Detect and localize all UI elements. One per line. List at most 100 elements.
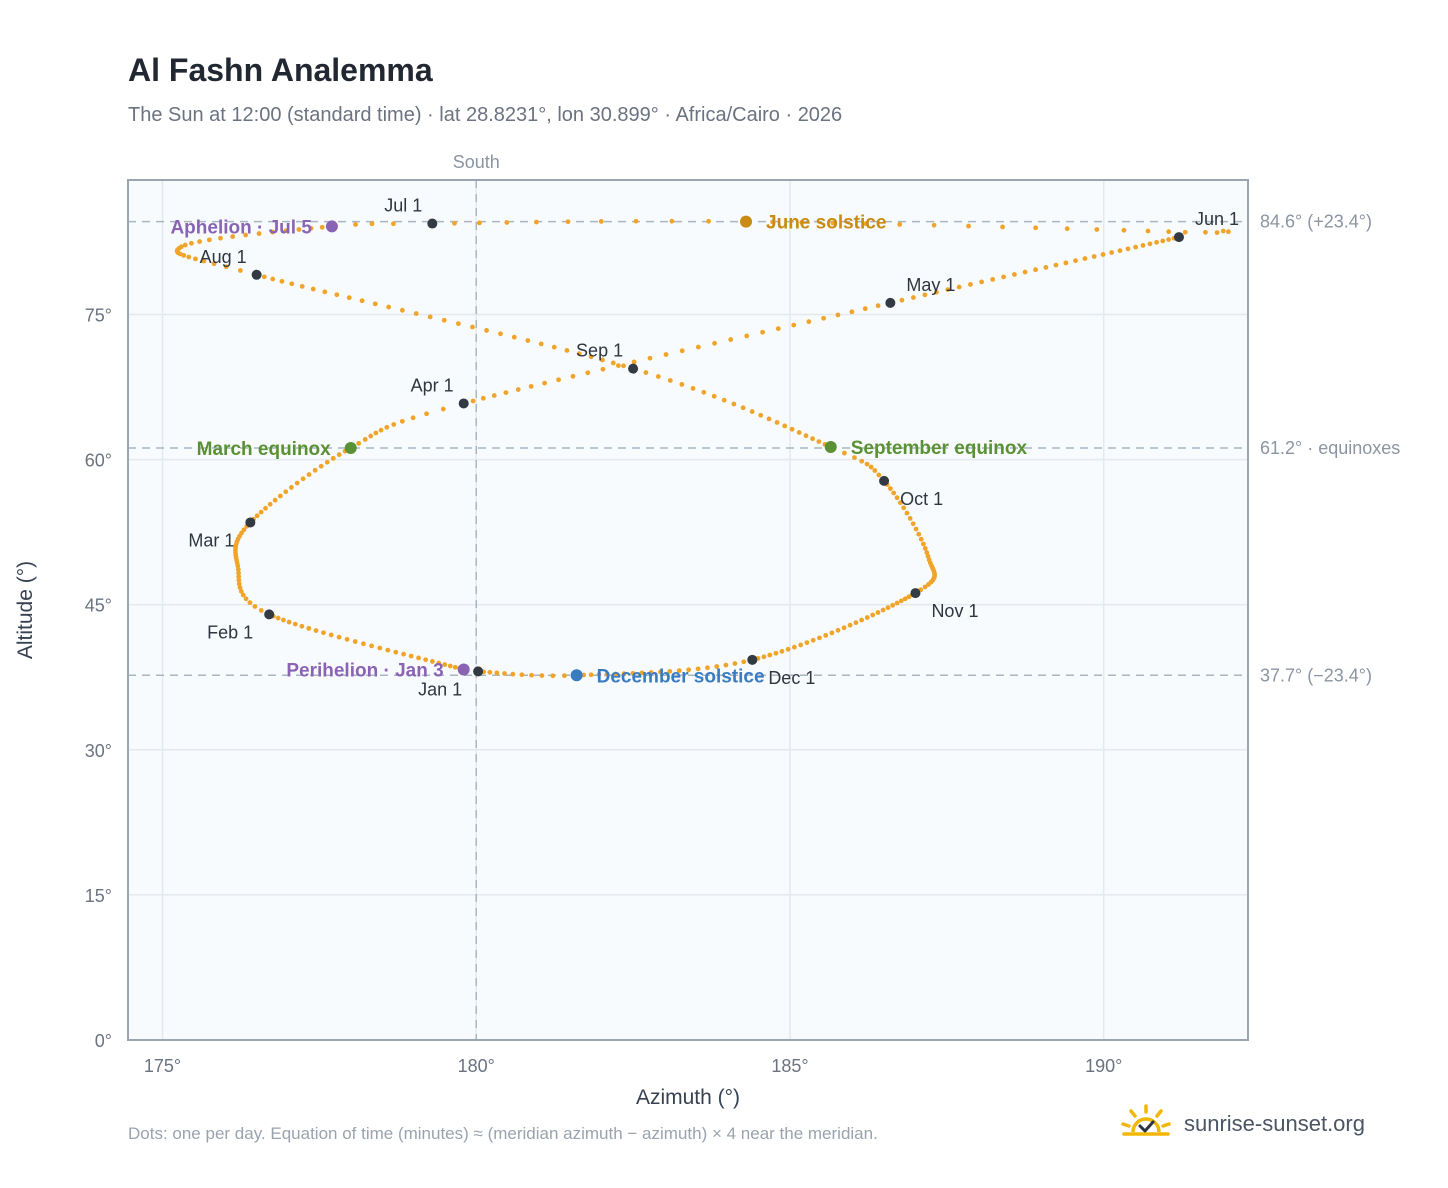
analemma-dot (799, 220, 805, 225)
analemma-dot (256, 231, 262, 236)
analemma-dot (239, 530, 244, 536)
analemma-dot (968, 282, 973, 287)
analemma-dot (319, 224, 325, 230)
analemma-dot (186, 254, 192, 260)
analemma-dot (238, 588, 244, 594)
analemma-dot (258, 607, 264, 613)
analemma-dot (424, 411, 429, 417)
analemma-dot (322, 289, 328, 295)
month-marker (885, 297, 896, 308)
analemma-dot (667, 668, 673, 674)
analemma-dot (596, 672, 602, 677)
brand[interactable]: sunrise-sunset.org (1118, 1100, 1365, 1148)
analemma-dot (926, 582, 931, 587)
analemma-dot (902, 596, 908, 602)
analemma-dot (299, 283, 305, 289)
analemma-dot (852, 455, 857, 461)
analemma-dot (791, 322, 797, 328)
analemma-dot (386, 304, 392, 310)
analemma-dot (440, 406, 446, 412)
analemma-dot (399, 418, 405, 424)
analemma-dot (721, 397, 727, 403)
analemma-dot (237, 585, 243, 590)
analemma-dot (576, 351, 582, 357)
analemma-dot (258, 509, 264, 515)
analemma-dot (470, 398, 476, 404)
month-marker-label: Jul 1 (384, 196, 422, 216)
analemma-dot (369, 221, 375, 227)
analemma-dot (690, 385, 696, 391)
analemma-dot (1203, 229, 1208, 235)
month-marker (1173, 232, 1184, 243)
analemma-dot (744, 333, 750, 339)
analemma-dot (539, 673, 545, 678)
analemma-dot (712, 340, 717, 346)
analemma-dot (630, 670, 636, 676)
analemma-dot (639, 670, 645, 676)
analemma-dot (633, 218, 639, 224)
event-label: Perihelion · Jan 3 (286, 660, 443, 681)
y-tick-label: 60° (85, 451, 112, 471)
reference-line-label: 61.2° · equinoxes (1260, 438, 1400, 458)
analemma-dot (695, 344, 701, 350)
analemma-dot (798, 642, 804, 648)
axes: 175° 180° 185° 190° 0° 15° 30° 45° 60° 75° Azimuth… (14, 179, 1249, 1109)
analemma-dot (429, 659, 435, 664)
analemma-dot (821, 315, 826, 321)
event-marker (740, 215, 753, 228)
analemma-dot (1064, 226, 1070, 232)
analemma-dot (510, 671, 516, 677)
analemma-dot (643, 370, 649, 375)
analemma-dot (868, 464, 874, 470)
analemma-dot (565, 219, 571, 225)
y-tick-label: 45° (85, 596, 112, 616)
x-tick-label: 190° (1085, 1056, 1122, 1076)
analemma-dot (324, 459, 330, 465)
analemma-dot (1117, 248, 1123, 254)
analemma-dot (966, 223, 971, 229)
analemma-dot (731, 401, 737, 407)
analemma-dot (236, 581, 242, 587)
analemma-dot (782, 423, 788, 429)
analemma-dot (835, 627, 841, 633)
analemma-dot (243, 596, 249, 602)
analemma-dot (393, 649, 399, 655)
analemma-dot (1043, 264, 1049, 270)
analemma-dot (711, 393, 717, 399)
analemma-dot (863, 221, 869, 227)
x-tick-label: 180° (458, 1056, 495, 1076)
y-tick-label: 30° (85, 741, 112, 761)
analemma-dot (189, 240, 194, 246)
analemma-dot (875, 303, 881, 309)
analemma-dot (956, 284, 962, 290)
analemma-dot (585, 370, 591, 376)
analemma-dot (1214, 230, 1220, 236)
analemma-dot (299, 623, 305, 629)
analemma-dot (758, 412, 764, 418)
analemma-dot (235, 567, 241, 572)
month-marker-label: Sep 1 (576, 341, 623, 361)
month-marker (458, 398, 469, 409)
analemma-dot (870, 612, 876, 618)
analemma-dot (344, 636, 350, 642)
analemma-dot (1133, 244, 1139, 250)
analemma-dot (835, 312, 841, 318)
analemma-dot (1225, 229, 1231, 235)
analemma-dot (550, 673, 556, 679)
analemma-dot (401, 651, 406, 657)
chart-title: Al Fashn Analemma (128, 52, 433, 88)
analemma-dot (312, 467, 318, 473)
analemma-dot (767, 652, 773, 658)
analemma-dot (655, 374, 661, 379)
event-marker (457, 663, 470, 676)
analemma-dot (1000, 224, 1005, 230)
analemma-dot (1073, 258, 1078, 264)
analemma-dot (891, 490, 897, 496)
analemma-dot (701, 389, 707, 395)
analemma-dot (615, 363, 621, 368)
analemma-dot (979, 279, 985, 285)
month-marker-label: Jan 1 (418, 679, 462, 699)
analemma-dot (211, 261, 217, 267)
analemma-dot (1082, 256, 1088, 261)
analemma-dot (918, 536, 924, 542)
